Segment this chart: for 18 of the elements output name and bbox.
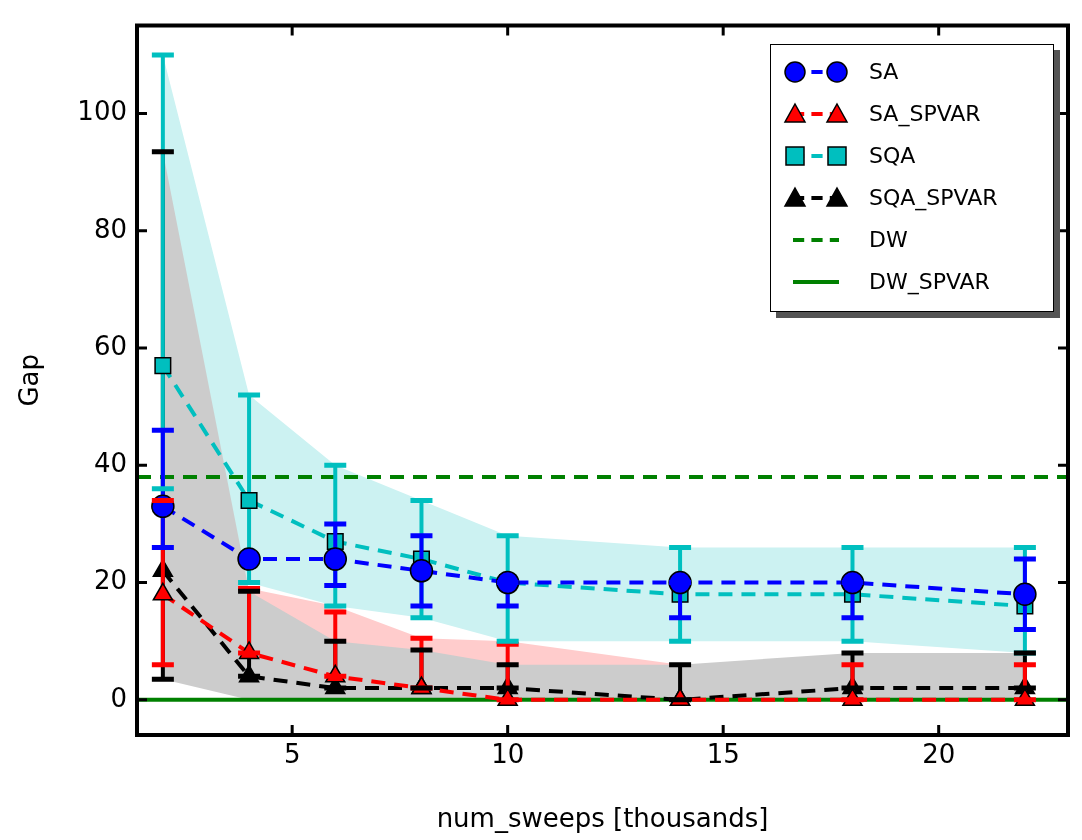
legend-label: SA_SPVAR bbox=[869, 101, 981, 127]
legend-label: SQA bbox=[869, 143, 916, 169]
x-tick-label: 10 bbox=[491, 739, 525, 770]
y-tick-label: 100 bbox=[77, 96, 127, 127]
y-tick-label: 60 bbox=[93, 330, 127, 361]
y-tick-label: 80 bbox=[93, 213, 127, 244]
x-axis-title: num_sweeps [thousands] bbox=[436, 803, 769, 834]
y-tick-label: 20 bbox=[93, 565, 127, 596]
y-tick-label: 40 bbox=[93, 448, 127, 479]
legend-label: DW_SPVAR bbox=[869, 269, 990, 295]
legend-label: DW bbox=[869, 227, 908, 253]
legend-label: SA bbox=[869, 59, 899, 85]
x-tick-label: 5 bbox=[283, 739, 301, 770]
y-tick-label: 0 bbox=[110, 682, 127, 713]
legend-label: SQA_SPVAR bbox=[869, 185, 998, 211]
x-tick-label: 15 bbox=[706, 739, 740, 770]
y-axis-title: Gap bbox=[14, 354, 45, 407]
x-tick-label: 20 bbox=[922, 739, 956, 770]
